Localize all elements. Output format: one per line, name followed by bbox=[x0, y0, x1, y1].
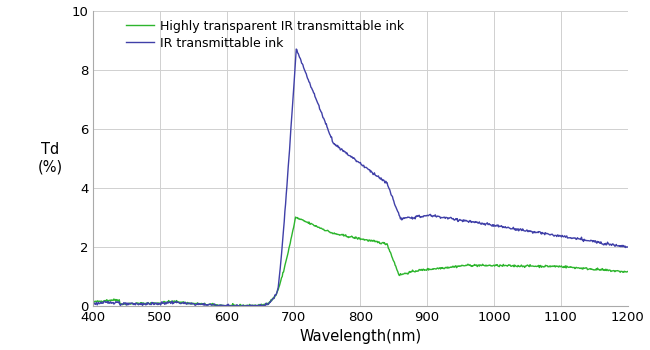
IR transmittable ink bbox=[89, 302, 97, 307]
Highly transparent IR transmittable ink bbox=[428, 267, 436, 271]
IR transmittable ink bbox=[168, 301, 176, 305]
Highly transparent IR transmittable ink bbox=[161, 300, 169, 304]
Y-axis label: Td
(%): Td (%) bbox=[38, 142, 63, 175]
Highly transparent IR transmittable ink bbox=[231, 303, 239, 307]
Line: Highly transparent IR transmittable ink: Highly transparent IR transmittable ink bbox=[93, 217, 627, 306]
Highly transparent IR transmittable ink bbox=[216, 304, 224, 308]
IR transmittable ink bbox=[333, 143, 341, 147]
IR transmittable ink bbox=[231, 304, 239, 308]
Highly transparent IR transmittable ink bbox=[89, 300, 97, 304]
IR transmittable ink bbox=[623, 245, 631, 249]
Highly transparent IR transmittable ink bbox=[619, 270, 627, 274]
IR transmittable ink bbox=[619, 244, 627, 248]
Line: IR transmittable ink: IR transmittable ink bbox=[93, 49, 627, 306]
Highly transparent IR transmittable ink bbox=[168, 300, 176, 304]
IR transmittable ink bbox=[161, 301, 169, 305]
Highly transparent IR transmittable ink bbox=[623, 270, 631, 274]
Legend: Highly transparent IR transmittable ink, IR transmittable ink: Highly transparent IR transmittable ink,… bbox=[126, 20, 404, 49]
Highly transparent IR transmittable ink bbox=[333, 232, 341, 236]
IR transmittable ink bbox=[292, 47, 300, 51]
IR transmittable ink bbox=[428, 215, 436, 219]
IR transmittable ink bbox=[213, 304, 220, 308]
Highly transparent IR transmittable ink bbox=[292, 215, 300, 219]
X-axis label: Wavelength(nm): Wavelength(nm) bbox=[299, 329, 421, 344]
